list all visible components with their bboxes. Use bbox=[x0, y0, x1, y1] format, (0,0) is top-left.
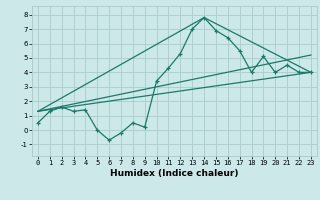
X-axis label: Humidex (Indice chaleur): Humidex (Indice chaleur) bbox=[110, 169, 239, 178]
